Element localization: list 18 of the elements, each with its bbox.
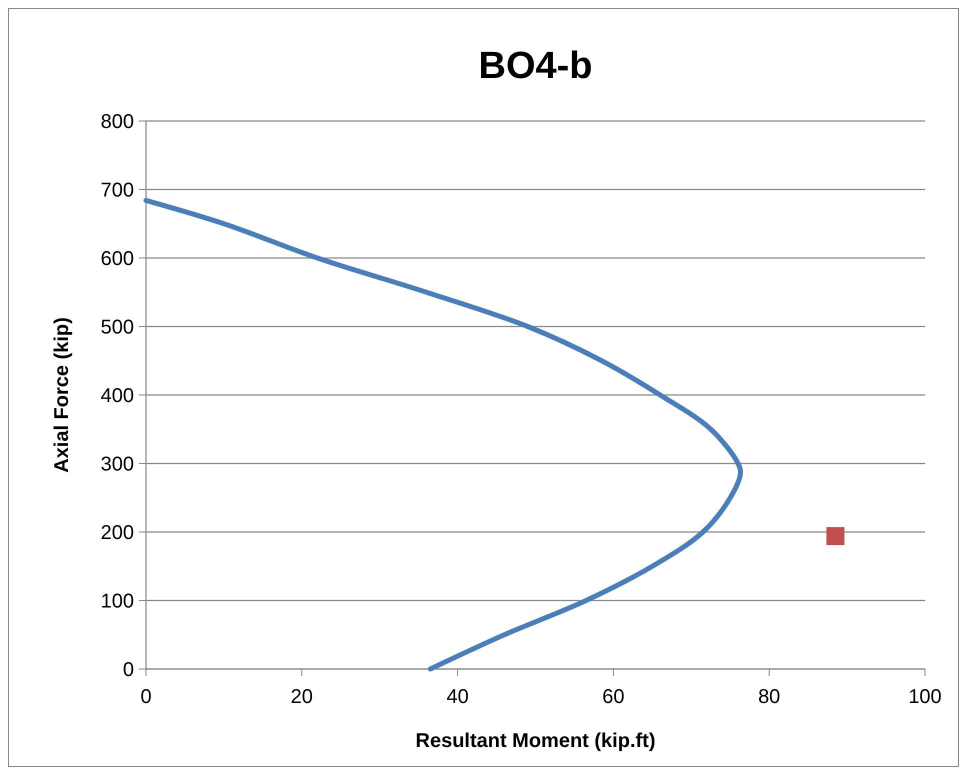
x-axis-title: Resultant Moment (kip.ft) [416,730,656,752]
y-tick-label: 0 [122,659,134,681]
y-tick-label: 500 [100,316,134,338]
x-tick-label: 0 [140,686,152,708]
y-tick-label: 700 [100,180,134,202]
y-tick-label: 200 [100,522,134,544]
x-tick-label: 80 [758,686,780,708]
x-tick-label: 20 [290,686,313,708]
y-tick-label: 400 [100,385,134,407]
x-tick-label: 60 [602,686,625,708]
y-tick-label: 800 [100,111,134,133]
y-tick-label: 100 [100,590,134,612]
y-axis-title: Axial Force (kip) [51,317,73,473]
y-tick-label: 600 [100,248,134,270]
x-tick-label: 100 [908,686,942,708]
y-tick-label: 300 [100,454,134,476]
chart-title: BO4-b [478,45,592,87]
x-tick-label: 40 [446,686,469,708]
